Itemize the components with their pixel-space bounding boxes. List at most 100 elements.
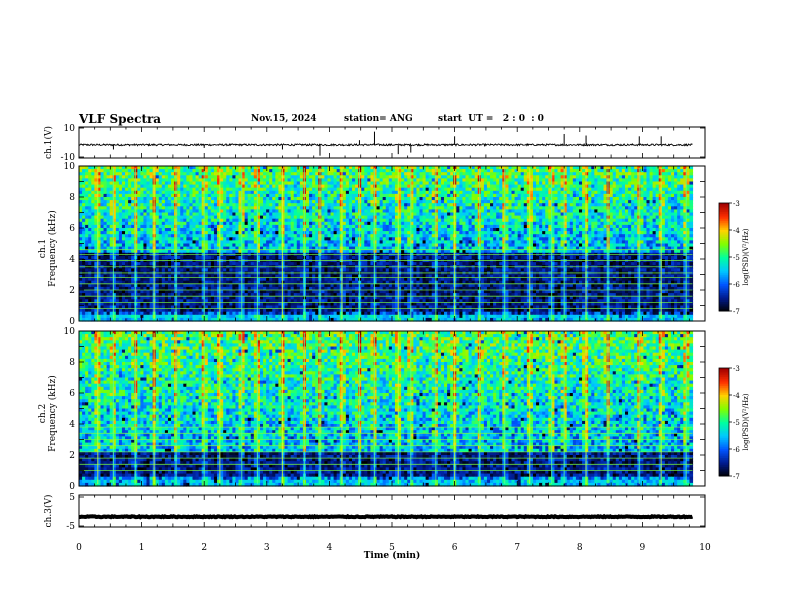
ch1-spectrogram-cell — [523, 193, 528, 198]
ch1-spectrogram-cell — [177, 193, 181, 198]
ch1-spectrogram-cell — [594, 166, 598, 170]
ch1-spectrogram-cell — [388, 181, 393, 186]
ch1-spectrogram-cell — [146, 181, 151, 186]
ch1-spectrogram-cell — [352, 181, 356, 186]
ch1-spectrogram-cell — [385, 190, 390, 195]
ch1-spectrogram-cell — [278, 193, 283, 198]
ch1-spectrogram-cell — [100, 197, 105, 201]
ch1-spectrogram-cell — [189, 184, 194, 189]
ch1-spectrogram-cell — [499, 166, 503, 170]
ch1-spectrogram-cell — [471, 178, 476, 183]
ch1-spectrogram-cell — [545, 181, 549, 186]
ch1-spectrogram-cell — [667, 184, 672, 189]
ch1-spectrogram-cell — [183, 175, 187, 179]
ch1-spectrogram-cell — [674, 190, 678, 195]
ch1-spectrogram-cell — [275, 193, 279, 198]
ch1-spectrogram-cell — [578, 187, 583, 192]
ch1-spectrogram-cell — [85, 190, 89, 195]
ch1-spectrogram-cell — [140, 184, 145, 189]
ch1-spectrogram-cell — [149, 166, 154, 170]
ch1-spectrogram-cell — [210, 169, 215, 173]
ch1-spectrogram-cell — [468, 181, 473, 186]
ch1-spectrogram-cell — [686, 172, 691, 176]
ch1-spectrogram-cell — [517, 184, 522, 189]
ch1-spectrogram-cell — [563, 169, 568, 173]
ch1-spectrogram-cell — [269, 169, 273, 173]
ch1-spectrogram-cell — [195, 197, 200, 201]
ch1-spectrogram-cell — [278, 166, 283, 170]
ch1-spectrogram-cell — [560, 172, 565, 176]
ch1-spectrogram-cell — [486, 178, 491, 183]
ch1-spectrogram-cell — [232, 184, 237, 189]
ch1-spectrogram-cell — [413, 184, 418, 189]
ch1-spectrogram-cell — [256, 175, 261, 179]
ch1-spectrogram-cell — [287, 178, 292, 183]
ch1-spectrogram-cell — [149, 172, 154, 176]
ch1-spectrogram-cell — [591, 184, 595, 189]
ch1-spectrogram-cell — [459, 190, 464, 195]
ch1-spectrogram-cell — [419, 184, 424, 189]
ch1-spectrogram-cell — [321, 172, 325, 176]
ch1-spectrogram-cell — [355, 175, 359, 179]
ch1-spectrogram-cell — [683, 181, 687, 186]
ch1-spectrogram-cell — [373, 175, 378, 179]
ch1-spectrogram-cell — [186, 193, 191, 198]
ch1-spectrogram-cell — [440, 187, 445, 192]
ch1-spectrogram-cell — [505, 175, 510, 179]
ch1-spectrogram-cell — [281, 178, 286, 183]
ch1-spectrogram-cell — [121, 181, 126, 186]
ch1-spectrogram-cell — [171, 178, 175, 183]
ch1-spectrogram-cell — [542, 169, 546, 173]
ch1-spectrogram-cell — [404, 190, 408, 195]
ch1-spectrogram-cell — [615, 187, 620, 192]
ch1-spectrogram-cell — [551, 193, 556, 198]
ch1-spectrogram-cell — [394, 187, 399, 192]
ch1-spectrogram-cell — [444, 178, 448, 183]
ch1-spectrogram-cell — [293, 178, 298, 183]
ch1-spectrogram-cell — [278, 172, 283, 176]
ch1-spectrogram-cell — [404, 166, 408, 170]
ch1-spectrogram-cell — [459, 166, 464, 170]
ch1-spectrogram-cell — [671, 184, 675, 189]
ch1-spectrogram-cell — [474, 193, 479, 198]
ch1-spectrogram-cell — [256, 184, 261, 189]
ch1-spectrogram-cell — [244, 187, 249, 192]
ch1-spectrogram-cell — [649, 181, 654, 186]
ch1-spectrogram-cell — [217, 184, 221, 189]
ch1-spectrogram-cell — [529, 175, 534, 179]
ch1-spectrogram-cell — [440, 190, 445, 195]
ch1-spectrogram-cell — [115, 166, 120, 170]
ch1-spectrogram-cell — [364, 197, 368, 201]
ch1-spectrogram-cell — [253, 197, 258, 201]
ch1-spectrogram-cell — [88, 175, 92, 179]
ch1-spectrogram-cell — [557, 193, 562, 198]
ch1-spectrogram-cell — [103, 178, 108, 183]
ch1-spectrogram-cell — [686, 187, 691, 192]
ch1-spectrogram-cell — [115, 172, 120, 176]
ch1-spectrogram-cell — [315, 175, 319, 179]
ch1-spectrogram-cell — [324, 187, 329, 192]
ch1-spectrogram-cell — [621, 187, 626, 192]
ch1-spectrogram-cell — [618, 172, 623, 176]
ch1-spectrogram-cell — [398, 178, 402, 183]
ch1-spectrogram-cell — [578, 190, 583, 195]
ch1-spectrogram-cell — [315, 197, 319, 201]
ch1-spectrogram-cell — [671, 187, 675, 192]
ch1-spectrogram-cell — [563, 187, 568, 192]
ch1-spectrogram-cell — [134, 197, 138, 201]
ch1-spectrogram-cell — [680, 175, 684, 179]
ch1-spectrogram-cell — [612, 187, 617, 192]
ch1-spectrogram-cell — [514, 193, 519, 198]
ch1-spectrogram-cell — [91, 181, 95, 186]
ch1-spectrogram-cell — [275, 169, 279, 173]
ch1-spectrogram-cell — [223, 178, 227, 183]
ch1-spectrogram-cell — [404, 187, 408, 192]
ch1-spectrogram-cell — [370, 197, 375, 201]
ch1-spectrogram-cell — [456, 178, 460, 183]
ch1-spectrogram-cell — [263, 190, 267, 195]
ch1-spectrogram-cell — [468, 190, 473, 195]
ch1-spectrogram-cell — [189, 172, 194, 176]
ch1-spectrogram-cell — [508, 193, 513, 198]
ch1-spectrogram-cell — [250, 181, 255, 186]
ch1-spectrogram-cell — [404, 193, 408, 198]
